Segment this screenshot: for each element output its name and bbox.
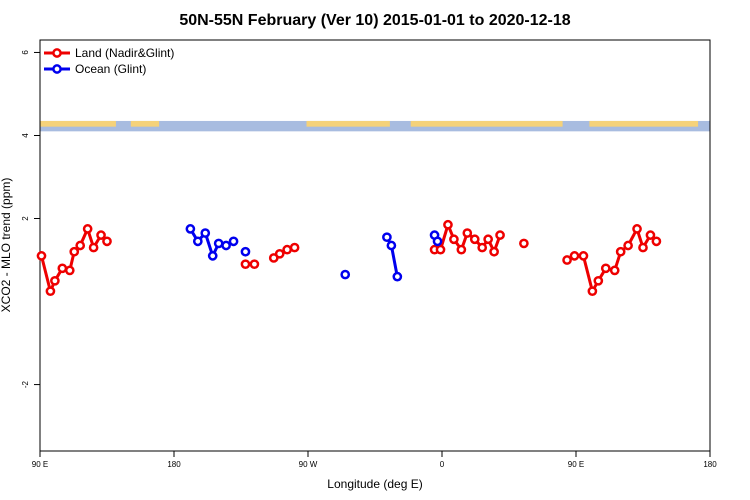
- land-band-segment: [306, 120, 390, 127]
- data-point: [50, 275, 60, 286]
- data-point: [562, 255, 572, 265]
- x-tick-label: 180: [703, 460, 717, 469]
- data-point: [221, 240, 231, 251]
- land-band-segment: [130, 120, 160, 127]
- x-axis-label: Longitude (deg E): [327, 477, 422, 491]
- data-point: [228, 236, 239, 247]
- legend: Land (Nadir&Glint) Ocean (Glint): [44, 46, 174, 76]
- data-point: [519, 238, 529, 249]
- legend-item: Land (Nadir&Glint): [44, 46, 174, 60]
- data-point: [456, 244, 467, 255]
- data-point: [96, 230, 106, 240]
- data-point: [213, 238, 224, 249]
- data-point: [102, 236, 112, 247]
- y-tick-label: 6: [21, 50, 30, 55]
- data-point: [432, 236, 443, 247]
- data-point: [578, 251, 589, 261]
- legend-marker: [52, 48, 62, 58]
- y-tick-label: -2: [21, 380, 30, 388]
- data-point: [249, 259, 260, 270]
- data-point: [443, 219, 453, 230]
- data-point: [435, 244, 446, 255]
- data-point: [289, 242, 300, 253]
- data-point: [469, 234, 480, 245]
- data-point: [69, 246, 80, 257]
- data-point: [36, 251, 47, 261]
- data-point: [45, 286, 56, 297]
- data-point: [82, 224, 93, 234]
- data-point: [57, 263, 68, 274]
- x-tick-label: 0: [440, 460, 445, 469]
- data-point: [477, 242, 488, 253]
- data-point: [569, 251, 580, 261]
- land-band-segment: [410, 120, 563, 127]
- x-tick-label: 90 E: [32, 460, 48, 469]
- x-tick-label: 180: [167, 460, 181, 469]
- y-axis: -2 2 4 6: [21, 50, 40, 388]
- data-point: [623, 240, 633, 251]
- land-ocean-band: [40, 120, 710, 132]
- series-ocean: [185, 224, 443, 282]
- data-point: [185, 224, 196, 234]
- chart-title: 50N-55N February (Ver 10) 2015-01-01 to …: [179, 12, 570, 29]
- data-point: [609, 265, 620, 276]
- data-point: [483, 234, 494, 245]
- legend-marker: [52, 64, 62, 74]
- data-point: [64, 265, 75, 276]
- plot-frame: [39, 39, 711, 452]
- data-point: [386, 240, 397, 251]
- data-point: [274, 248, 285, 259]
- data-point: [495, 230, 505, 240]
- x-tick-label: 90 W: [299, 460, 318, 469]
- data-point: [593, 275, 604, 286]
- y-tick-label: 2: [21, 216, 30, 221]
- data-point: [489, 246, 499, 257]
- data-point: [632, 224, 642, 234]
- x-tick-label: 90 E: [568, 460, 584, 469]
- data-point: [587, 286, 598, 297]
- data-point: [282, 244, 293, 255]
- data-point: [651, 236, 662, 247]
- data-point: [645, 230, 656, 240]
- y-tick-label: 4: [21, 133, 30, 138]
- legend-label: Ocean (Glint): [75, 62, 146, 76]
- data-point: [600, 263, 611, 274]
- series-land: [36, 219, 662, 297]
- series-line: [566, 227, 658, 293]
- land-band-segment: [589, 120, 699, 127]
- data-point: [449, 234, 459, 245]
- data-point: [207, 251, 218, 261]
- y-axis-label: XCO2 - MLO trend (ppm): [0, 178, 13, 313]
- data-point: [240, 259, 251, 270]
- x-axis: 90 E 180 90 W 0 90 E 180: [32, 451, 717, 469]
- data-point: [340, 269, 351, 280]
- land-band-segment: [40, 120, 116, 127]
- data-point: [638, 242, 648, 253]
- data-point: [200, 228, 211, 238]
- legend-item: Ocean (Glint): [44, 62, 146, 76]
- data-point: [88, 242, 99, 253]
- data-point: [615, 246, 626, 257]
- data-point: [462, 228, 473, 238]
- data-point: [392, 271, 403, 282]
- data-point: [382, 232, 392, 243]
- data-point: [75, 240, 86, 251]
- series-layer: [36, 219, 662, 297]
- legend-label: Land (Nadir&Glint): [75, 46, 174, 60]
- data-point: [240, 246, 251, 257]
- data-point: [192, 236, 203, 247]
